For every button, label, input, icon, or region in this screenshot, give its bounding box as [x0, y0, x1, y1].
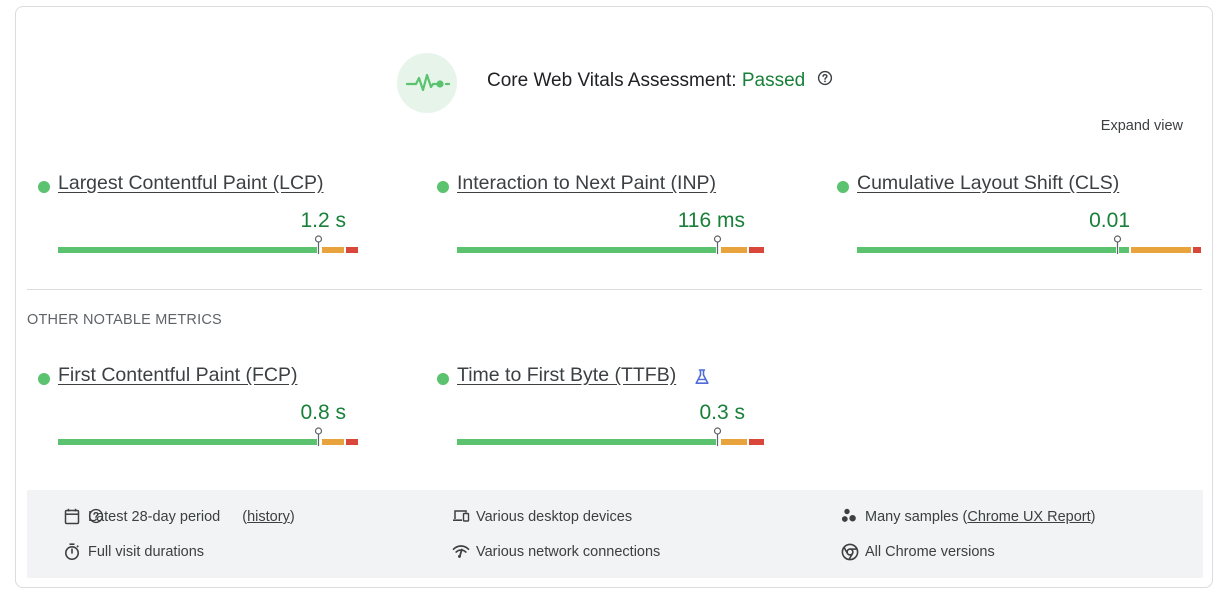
- samples-icon: [841, 508, 856, 522]
- data-source-footer: Latest 28-day period (history) Full vis: [27, 490, 1203, 578]
- metric-name-link[interactable]: Time to First Byte (TTFB): [457, 364, 677, 386]
- chrome-versions-label: All Chrome versions: [865, 544, 995, 560]
- metric-inp: Interaction to Next Paint (INP) 116 ms: [437, 172, 805, 255]
- crux-report-link[interactable]: Chrome UX Report: [967, 509, 1091, 525]
- bar-segment-needs-improvement: [1131, 247, 1191, 253]
- status-dot: [837, 181, 849, 193]
- distribution-bar: [457, 427, 804, 447]
- percentile-marker: [1113, 235, 1122, 255]
- bar-segment-needs-improvement: [721, 439, 747, 445]
- percentile-marker: [713, 427, 722, 447]
- status-dot: [437, 181, 449, 193]
- distribution-bar: [857, 235, 1204, 255]
- status-dot: [38, 373, 50, 385]
- network-label: Various network connections: [476, 544, 661, 560]
- lab-flask-icon[interactable]: [694, 368, 710, 391]
- assessment-status: Passed: [741, 70, 806, 92]
- bar-segment-needs-improvement: [322, 439, 344, 445]
- percentile-marker: [713, 235, 722, 255]
- bar-segment-good: [58, 247, 320, 253]
- metric-name-link[interactable]: Cumulative Layout Shift (CLS): [857, 172, 1120, 194]
- bar-segment-good: [457, 439, 719, 445]
- metric-name-link[interactable]: Interaction to Next Paint (INP): [457, 172, 717, 194]
- status-dot: [38, 181, 50, 193]
- distribution-bar: [58, 235, 405, 255]
- metric-fcp: First Contentful Paint (FCP) 0.8 s: [38, 364, 406, 447]
- percentile-marker: [314, 235, 323, 255]
- stopwatch-icon: [65, 543, 79, 560]
- metric-value: 1.2 s: [300, 209, 346, 232]
- period-label: Latest 28-day period: [88, 509, 221, 525]
- section-divider: [27, 289, 1202, 290]
- durations-label: Full visit durations: [88, 544, 205, 560]
- vitals-pulse-icon: [397, 53, 457, 113]
- other-metrics-heading: OTHER NOTABLE METRICS: [27, 312, 222, 328]
- samples-suffix: ): [1090, 509, 1096, 525]
- bar-segment-poor: [749, 439, 764, 445]
- history-open-paren: (: [242, 509, 248, 525]
- distribution-bar: [457, 235, 804, 255]
- metric-name-link[interactable]: Largest Contentful Paint (LCP): [58, 172, 324, 194]
- bar-segment-poor: [346, 247, 358, 253]
- history-link[interactable]: history: [247, 509, 290, 525]
- percentile-marker: [314, 427, 323, 447]
- bar-segment-needs-improvement: [721, 247, 747, 253]
- metric-value: 0.8 s: [300, 401, 346, 424]
- chrome-icon: [841, 543, 859, 561]
- bar-segment-good: [58, 439, 320, 445]
- devices-label: Various desktop devices: [476, 509, 633, 525]
- metric-name-link[interactable]: First Contentful Paint (FCP): [58, 364, 298, 386]
- assessment-title: Core Web Vitals Assessment:: [487, 70, 742, 92]
- metric-value: 0.01: [1089, 209, 1130, 232]
- help-icon[interactable]: [817, 70, 833, 92]
- metric-value: 116 ms: [677, 209, 745, 232]
- metric-cls: Cumulative Layout Shift (CLS) 0.01: [837, 172, 1205, 255]
- bar-segment-poor: [346, 439, 358, 445]
- bar-segment-poor: [749, 247, 764, 253]
- cwv-card: Core Web Vitals Assessment: Passed Expan…: [15, 6, 1213, 588]
- metric-value: 0.3 s: [699, 401, 745, 424]
- calendar-icon: [64, 508, 80, 525]
- history-close-paren: ): [289, 509, 295, 525]
- bar-segment-poor: [1193, 247, 1201, 253]
- metric-lcp: Largest Contentful Paint (LCP) 1.2 s: [38, 172, 406, 255]
- assessment-heading: Core Web Vitals Assessment: Passed: [487, 70, 833, 92]
- distribution-bar: [58, 427, 405, 447]
- bar-segment-good: [857, 247, 1129, 253]
- expand-view-button[interactable]: Expand view: [1100, 118, 1183, 134]
- network-icon: [452, 545, 470, 558]
- samples-prefix: Many samples (: [865, 509, 968, 525]
- metric-ttfb: Time to First Byte (TTFB) 0.3 s: [437, 364, 805, 447]
- devices-icon: [453, 510, 470, 522]
- status-dot: [437, 373, 449, 385]
- bar-segment-needs-improvement: [322, 247, 344, 253]
- bar-segment-good: [457, 247, 719, 253]
